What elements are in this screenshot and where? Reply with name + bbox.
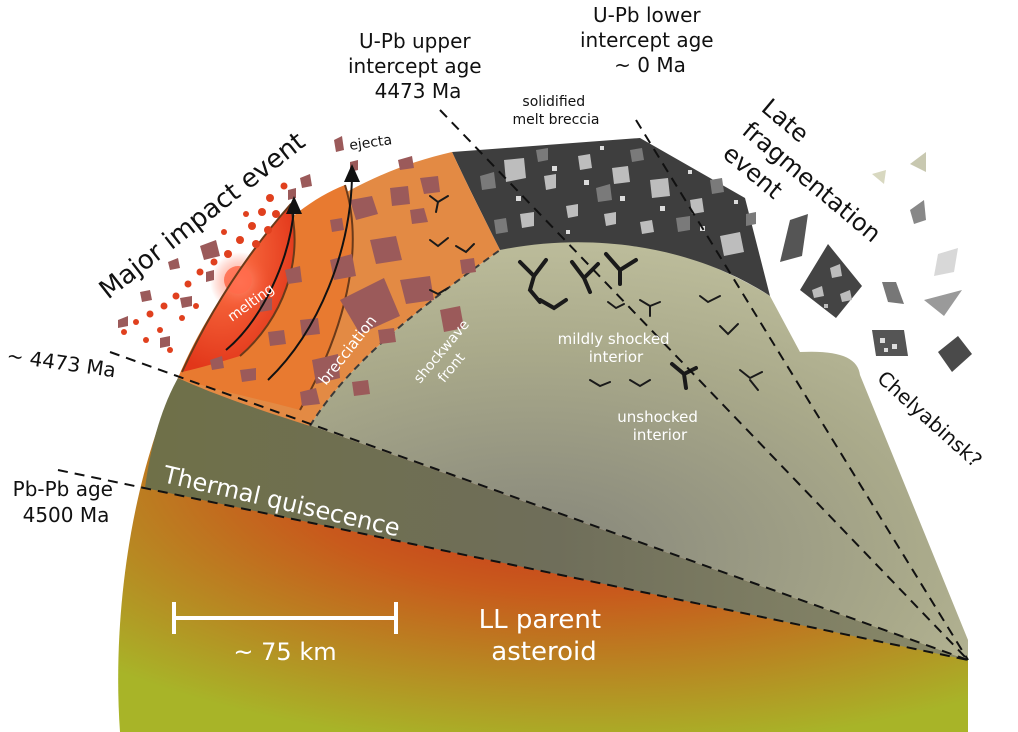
asteroid-line1: LL parent [479, 605, 601, 635]
scale-label: ~ 75 km [233, 638, 336, 666]
ejecta-label: ejecta [348, 132, 393, 154]
lower-intercept-label: U-Pb lower intercept age ~ 0 Ma [580, 3, 720, 77]
unshocked-label: unshocked interior [617, 408, 702, 444]
pbpb-label: Pb-Pb age 4500 Ma [13, 477, 120, 527]
late-fragments [780, 152, 972, 372]
impact-arrows [225, 177, 353, 381]
pbpb-line1: Pb-Pb age [13, 477, 113, 501]
melt-breccia-label: solidified melt breccia [513, 94, 600, 128]
lower-intercept-line3: ~ 0 Ma [614, 53, 686, 77]
melt-breccia-clasts [480, 146, 756, 256]
upper-intercept-line2: intercept age [348, 54, 482, 78]
upper-intercept-line1: U-Pb upper [359, 29, 471, 53]
asteroid-line2: asteroid [491, 637, 596, 667]
melt-breccia-line2: melt breccia [513, 112, 600, 128]
arrow-head-2 [344, 164, 360, 182]
mildly-line1: mildly shocked [558, 330, 670, 348]
shock-veins [429, 195, 763, 391]
shocked-interior [178, 239, 968, 660]
thermal-band [145, 378, 968, 660]
mildly-line2: interior [589, 348, 644, 366]
upper-intercept-line3: 4473 Ma [375, 79, 462, 103]
upper-intercept-label: U-Pb upper intercept age 4473 Ma [348, 29, 488, 103]
age-dashed-lines [57, 109, 969, 661]
mildly-shocked-label: mildly shocked interior [558, 330, 675, 366]
breccia-clasts [210, 176, 476, 406]
arrow-head-1 [286, 196, 302, 214]
melt-boundary [181, 202, 296, 373]
unshocked-line1: unshocked [617, 408, 698, 426]
age-4473-label: ~ 4473 Ma [5, 343, 117, 382]
lower-intercept-line2: intercept age [580, 28, 714, 52]
asteroid-label: LL parent asteroid [479, 605, 610, 667]
pbpb-line2: 4500 Ma [23, 503, 110, 527]
lower-intercept-line1: U-Pb lower [593, 3, 701, 27]
ejecta-particles [118, 136, 414, 353]
scale-bar [172, 602, 398, 634]
impact-hotspot [224, 266, 252, 294]
melt-breccia-line1: solidified [522, 94, 585, 110]
unshocked-line2: interior [633, 426, 688, 444]
